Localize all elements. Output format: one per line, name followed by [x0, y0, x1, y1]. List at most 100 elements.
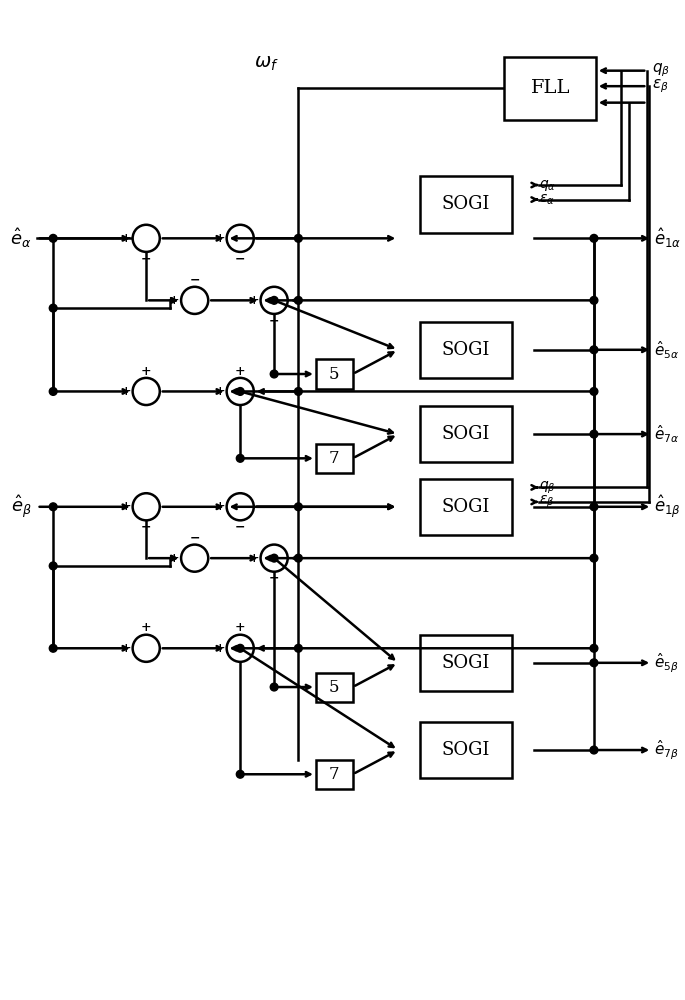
Text: $\hat{e}_{1\alpha}$: $\hat{e}_{1\alpha}$: [654, 227, 682, 250]
Text: SOGI: SOGI: [442, 498, 490, 516]
Circle shape: [295, 554, 302, 562]
Circle shape: [295, 296, 302, 304]
Bar: [420, 722, 512, 778]
Circle shape: [49, 644, 57, 652]
Bar: [420, 635, 512, 691]
Circle shape: [590, 644, 598, 652]
Text: +: +: [249, 294, 259, 307]
Text: +: +: [141, 365, 151, 378]
Text: +: +: [214, 500, 225, 513]
Text: −: −: [190, 531, 200, 544]
Circle shape: [295, 644, 302, 652]
Text: FLL: FLL: [531, 79, 570, 97]
Text: $\hat{e}_{5\beta}$: $\hat{e}_{5\beta}$: [654, 651, 679, 675]
Circle shape: [271, 554, 278, 562]
Circle shape: [590, 346, 598, 354]
Circle shape: [236, 644, 244, 652]
Text: $\hat{e}_{7\beta}$: $\hat{e}_{7\beta}$: [654, 738, 679, 762]
Text: $q_{\beta}$: $q_{\beta}$: [538, 479, 556, 496]
Text: $\hat{e}_{7\alpha}$: $\hat{e}_{7\alpha}$: [654, 423, 680, 445]
Circle shape: [260, 287, 288, 314]
Text: +: +: [235, 621, 245, 634]
Bar: [420, 479, 512, 535]
Circle shape: [590, 503, 598, 511]
Circle shape: [590, 746, 598, 754]
Circle shape: [49, 388, 57, 395]
Text: +: +: [214, 642, 225, 655]
Circle shape: [227, 493, 253, 520]
Circle shape: [227, 378, 253, 405]
Text: −: −: [269, 314, 279, 327]
Circle shape: [133, 635, 160, 662]
Circle shape: [590, 430, 598, 438]
Text: −: −: [190, 274, 200, 287]
Bar: [420, 406, 512, 462]
Text: +: +: [141, 621, 151, 634]
Text: $\hat{e}_{\beta}$: $\hat{e}_{\beta}$: [11, 493, 32, 520]
Text: SOGI: SOGI: [442, 341, 490, 359]
Text: 5: 5: [329, 366, 340, 383]
Circle shape: [181, 545, 208, 572]
Circle shape: [227, 635, 253, 662]
Bar: [420, 322, 512, 378]
Text: +: +: [169, 552, 179, 565]
Circle shape: [260, 545, 288, 572]
Text: $\omega_f$: $\omega_f$: [254, 55, 279, 73]
Circle shape: [133, 225, 160, 252]
Text: +: +: [121, 232, 131, 245]
Text: −: −: [141, 521, 151, 534]
Text: +: +: [121, 385, 131, 398]
Bar: [316, 359, 353, 389]
Circle shape: [227, 225, 253, 252]
Text: $\varepsilon_{\beta}$: $\varepsilon_{\beta}$: [538, 494, 554, 510]
Text: −: −: [141, 252, 151, 265]
Text: SOGI: SOGI: [442, 654, 490, 672]
Text: +: +: [214, 385, 225, 398]
Text: 5: 5: [329, 679, 340, 696]
Circle shape: [590, 234, 598, 242]
Text: +: +: [169, 294, 179, 307]
Circle shape: [49, 304, 57, 312]
Circle shape: [236, 770, 244, 778]
Circle shape: [295, 503, 302, 511]
Text: $\varepsilon_{\alpha}$: $\varepsilon_{\alpha}$: [538, 192, 555, 207]
Circle shape: [236, 388, 244, 395]
Text: $\hat{e}_{\alpha}$: $\hat{e}_{\alpha}$: [10, 226, 32, 250]
Text: −: −: [269, 572, 279, 585]
Circle shape: [49, 234, 57, 242]
Circle shape: [590, 388, 598, 395]
Bar: [316, 760, 353, 789]
Circle shape: [181, 287, 208, 314]
Circle shape: [590, 659, 598, 667]
Text: +: +: [235, 365, 245, 378]
Bar: [316, 444, 353, 473]
Text: 7: 7: [329, 766, 340, 783]
Circle shape: [590, 554, 598, 562]
Text: $q_{\alpha}$: $q_{\alpha}$: [538, 178, 556, 193]
Text: SOGI: SOGI: [442, 741, 490, 759]
Text: 7: 7: [329, 450, 340, 467]
Circle shape: [271, 683, 278, 691]
Text: $\varepsilon_{\beta}$: $\varepsilon_{\beta}$: [652, 77, 669, 95]
Circle shape: [271, 296, 278, 304]
Text: $q_{\beta}$: $q_{\beta}$: [652, 62, 670, 79]
Circle shape: [133, 378, 160, 405]
Text: +: +: [214, 232, 225, 245]
Circle shape: [295, 388, 302, 395]
Bar: [504, 57, 597, 120]
Text: +: +: [121, 500, 131, 513]
Circle shape: [295, 234, 302, 242]
Text: +: +: [121, 642, 131, 655]
Circle shape: [236, 454, 244, 462]
Text: +: +: [249, 552, 259, 565]
Bar: [316, 673, 353, 702]
Text: −: −: [235, 252, 245, 265]
Text: $\hat{e}_{5\alpha}$: $\hat{e}_{5\alpha}$: [654, 339, 680, 361]
Text: SOGI: SOGI: [442, 195, 490, 213]
Circle shape: [271, 370, 278, 378]
Text: −: −: [235, 521, 245, 534]
Text: $\hat{e}_{1\beta}$: $\hat{e}_{1\beta}$: [654, 493, 681, 520]
Circle shape: [49, 562, 57, 570]
Text: SOGI: SOGI: [442, 425, 490, 443]
Circle shape: [133, 493, 160, 520]
